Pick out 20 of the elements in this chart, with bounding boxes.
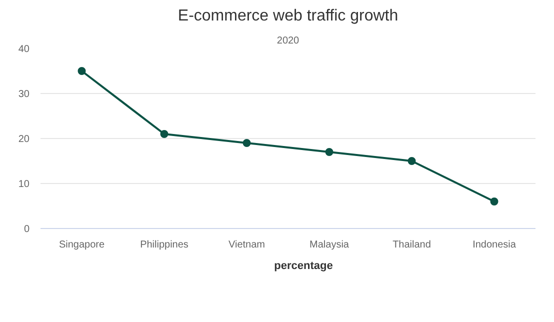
point	[408, 157, 416, 165]
point	[242, 139, 251, 147]
x-tick-label: Malaysia	[310, 240, 350, 250]
point	[78, 67, 86, 75]
x-tick-label: Vietnam	[228, 240, 266, 250]
text: percentage	[274, 260, 333, 272]
x-tick-label: Philippines	[140, 240, 188, 250]
y-tick-label: 10	[18, 179, 30, 190]
point	[490, 198, 498, 206]
chart-subtitle: 2020	[276, 36, 300, 46]
y-tick-label: 40	[18, 44, 30, 55]
x-tick-label: Indonesia	[472, 240, 516, 250]
point	[160, 130, 168, 138]
y-tick-label: 30	[18, 89, 30, 100]
point	[325, 148, 334, 156]
x-tick-label: Singapore	[58, 240, 105, 250]
y-tick-label: 20	[18, 134, 30, 145]
chart-title: E-commerce web traffic growth	[178, 8, 398, 24]
y-tick-label: 0	[24, 224, 30, 235]
x-tick-label: Thailand	[392, 240, 431, 250]
